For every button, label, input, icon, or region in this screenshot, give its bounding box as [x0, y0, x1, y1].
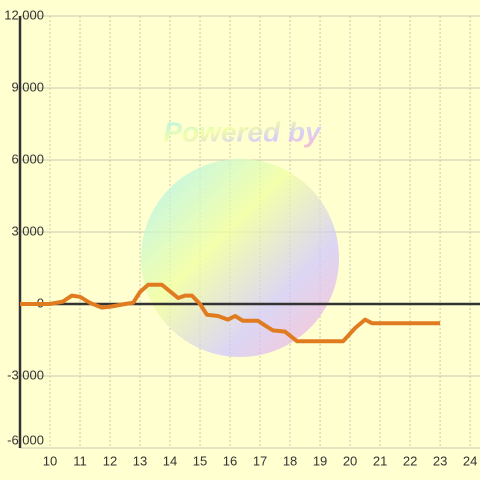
x-tick-label: 19	[313, 453, 327, 468]
x-tick-label: 23	[433, 453, 447, 468]
x-tick-label: 13	[133, 453, 147, 468]
x-tick-label: 10	[43, 453, 57, 468]
x-tick-label: 17	[253, 453, 267, 468]
x-tick-label: 18	[283, 453, 297, 468]
x-tick-label: 11	[73, 453, 87, 468]
x-tick-label: 22	[403, 453, 417, 468]
watermark: Powered by	[163, 116, 322, 147]
x-tick-label: 21	[373, 453, 387, 468]
y-tick-label: 6,000	[11, 151, 44, 166]
y-tick-label: 3,000	[11, 223, 44, 238]
x-tick-label: 15	[193, 453, 207, 468]
x-tick-label: 20	[343, 453, 357, 468]
x-tick-label: 12	[103, 453, 117, 468]
watermark-logo	[141, 159, 339, 357]
y-tick-label: -6,000	[7, 432, 44, 447]
x-tick-label: 14	[163, 453, 177, 468]
x-tick-label: 16	[223, 453, 237, 468]
y-tick-label: 9,000	[11, 79, 44, 94]
y-tick-label: -3,000	[7, 367, 44, 382]
y-tick-label: 12,000	[4, 7, 44, 22]
x-tick-label: 24	[463, 453, 477, 468]
line-series	[20, 282, 441, 344]
